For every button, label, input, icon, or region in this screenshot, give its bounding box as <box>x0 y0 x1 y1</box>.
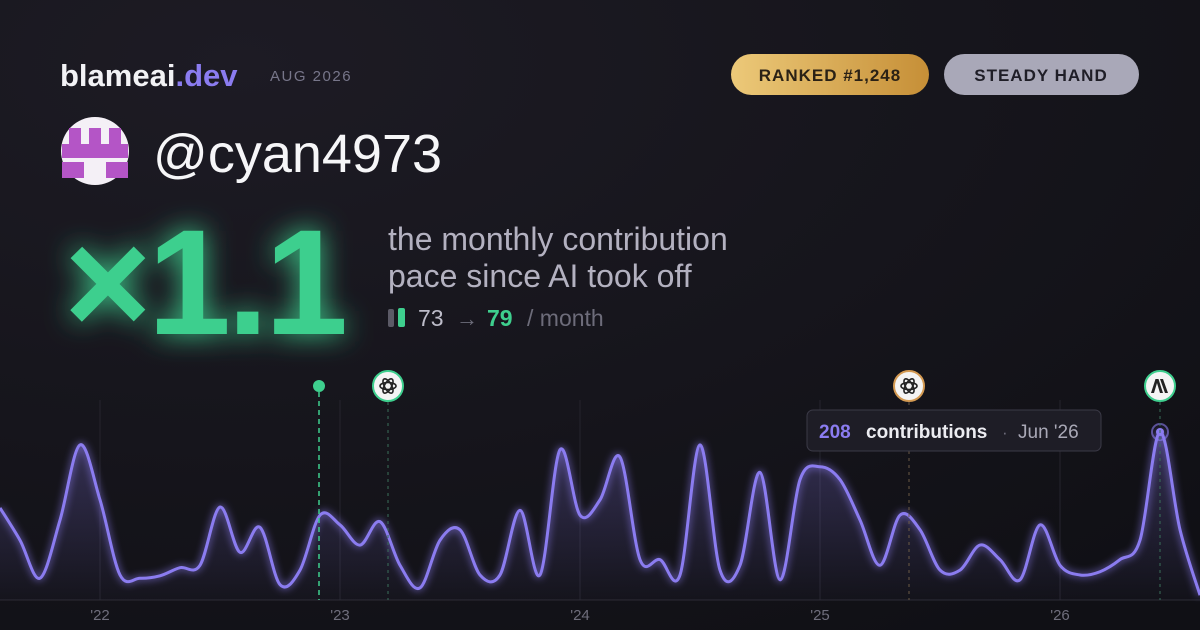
event-markers <box>313 370 1176 600</box>
event-dot <box>313 380 325 392</box>
openai-glyph <box>379 378 397 394</box>
openai-icon <box>893 370 925 402</box>
tooltip-box <box>806 409 1102 452</box>
area-fill <box>0 431 1200 600</box>
x-tick-label: '24 <box>570 607 590 624</box>
openai-icon <box>372 370 404 402</box>
openai-glyph <box>900 378 918 394</box>
unit: / month <box>527 305 604 331</box>
after-value: 79 <box>487 305 513 331</box>
x-tick-label: '23 <box>330 607 350 624</box>
tagline-line: the monthly contribution <box>388 221 728 257</box>
username: @cyan4973 <box>153 124 442 184</box>
multiplier: ×1.1 <box>64 198 345 366</box>
tooltip-value: 208 <box>819 422 851 443</box>
brand-name: blameai <box>60 58 175 93</box>
x-tick-label: '26 <box>1050 607 1070 624</box>
x-tick-label: '25 <box>810 607 830 624</box>
style-badge <box>944 54 1139 95</box>
series-line <box>0 430 1200 596</box>
tagline-line: pace since AI took off <box>388 258 692 294</box>
x-tick-label: '22 <box>90 607 110 624</box>
brand-suffix: .dev <box>175 58 238 93</box>
bar-icon <box>388 309 394 327</box>
arrow: → <box>456 306 478 331</box>
bar-icon <box>398 308 405 327</box>
tooltip-separator: · <box>1002 423 1008 442</box>
avatar <box>61 117 129 185</box>
rank-text: RANKED #1,248 <box>759 66 901 85</box>
tooltip-date: Jun '26 <box>1018 422 1079 443</box>
tooltip: 208 contributions · Jun '26 <box>806 409 1102 452</box>
rank-badge <box>731 54 929 95</box>
tooltip-label: contributions <box>866 422 987 443</box>
before-value: 73 <box>418 305 444 331</box>
chart: '22 '23 '24 '25 '26 <box>0 400 1200 624</box>
style-text: STEADY HAND <box>974 66 1107 85</box>
brand: blameai.dev <box>60 58 238 93</box>
anthropic-glyph <box>1151 379 1168 393</box>
period: AUG 2026 <box>270 68 352 85</box>
